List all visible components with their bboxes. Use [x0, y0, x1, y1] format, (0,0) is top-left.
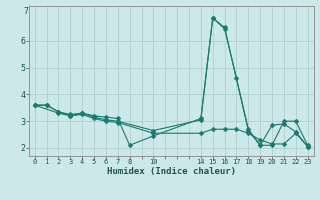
Text: 7: 7 — [24, 7, 29, 16]
X-axis label: Humidex (Indice chaleur): Humidex (Indice chaleur) — [107, 167, 236, 176]
